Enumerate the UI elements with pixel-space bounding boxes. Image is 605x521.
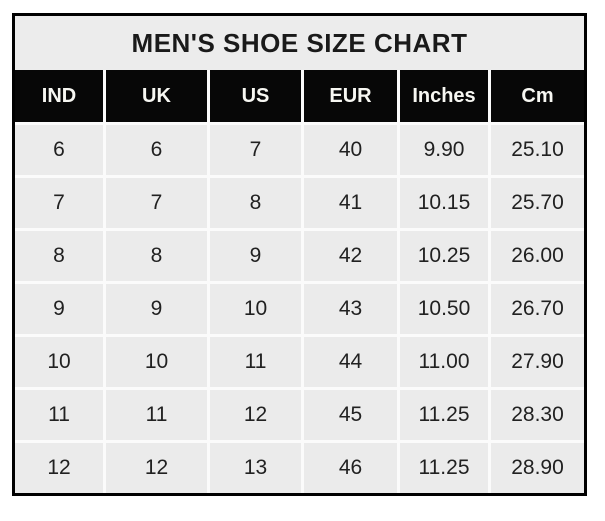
table-cell: 9 [15,284,103,334]
table-cell: 44 [304,337,397,387]
column-header-us: US [210,70,301,122]
table-cell: 11.25 [400,390,488,440]
chart-title: MEN'S SHOE SIZE CHART [131,27,468,58]
table-cell: 10.50 [400,284,488,334]
column-header-eur: EUR [304,70,397,122]
table-cell: 8 [106,231,207,281]
table-cell: 7 [210,125,301,175]
table-row: 12 12 13 46 11.25 28.90 [15,443,584,493]
table-cell: 12 [106,443,207,493]
table-cell: 46 [304,443,397,493]
table-cell: 41 [304,178,397,228]
table-cell: 11.00 [400,337,488,387]
table-cell: 25.70 [491,178,584,228]
table-cell: 26.00 [491,231,584,281]
table-row: 6 6 7 40 9.90 25.10 [15,125,584,175]
table-cell: 9.90 [400,125,488,175]
table-cell: 13 [210,443,301,493]
column-header-ind: IND [15,70,103,122]
table-cell: 11.25 [400,443,488,493]
table-cell: 9 [210,231,301,281]
table-cell: 27.90 [491,337,584,387]
table-cell: 10 [106,337,207,387]
column-header-uk: UK [106,70,207,122]
table-cell: 7 [15,178,103,228]
table-grid: IND UK US EUR Inches Cm 6 6 7 40 9.90 25… [15,70,584,493]
table-row: 7 7 8 41 10.15 25.70 [15,178,584,228]
table-row: 8 8 9 42 10.25 26.00 [15,231,584,281]
shoe-size-chart-table: MEN'S SHOE SIZE CHART IND UK US EUR Inch… [12,13,587,496]
table-cell: 10 [15,337,103,387]
table-cell: 42 [304,231,397,281]
table-cell: 25.10 [491,125,584,175]
column-header-cm: Cm [491,70,584,122]
table-cell: 26.70 [491,284,584,334]
table-header-row: IND UK US EUR Inches Cm [15,70,584,122]
table-cell: 11 [106,390,207,440]
table-cell: 6 [15,125,103,175]
table-cell: 7 [106,178,207,228]
table-cell: 12 [15,443,103,493]
chart-title-row: MEN'S SHOE SIZE CHART [15,16,584,70]
table-cell: 43 [304,284,397,334]
column-header-inches: Inches [400,70,488,122]
table-cell: 10 [210,284,301,334]
table-row: 11 11 12 45 11.25 28.30 [15,390,584,440]
table-cell: 6 [106,125,207,175]
table-row: 10 10 11 44 11.00 27.90 [15,337,584,387]
table-cell: 45 [304,390,397,440]
table-cell: 40 [304,125,397,175]
table-row: 9 9 10 43 10.50 26.70 [15,284,584,334]
table-cell: 9 [106,284,207,334]
table-cell: 11 [15,390,103,440]
table-cell: 8 [210,178,301,228]
table-cell: 11 [210,337,301,387]
table-cell: 10.25 [400,231,488,281]
table-cell: 8 [15,231,103,281]
table-cell: 12 [210,390,301,440]
table-cell: 10.15 [400,178,488,228]
table-cell: 28.90 [491,443,584,493]
table-cell: 28.30 [491,390,584,440]
